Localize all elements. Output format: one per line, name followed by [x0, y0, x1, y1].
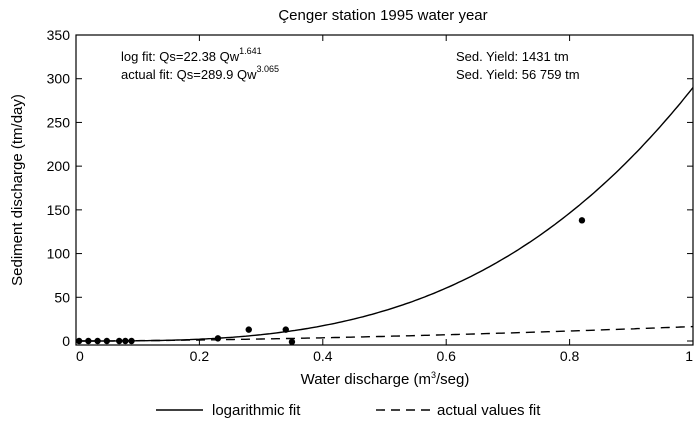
y-tick-label: 0: [62, 333, 70, 349]
data-point: [94, 337, 101, 345]
data-point: [214, 335, 222, 342]
series-layer: [76, 87, 694, 342]
legend: logarithmic fit actual values fit: [156, 402, 541, 419]
data-point: [578, 217, 586, 224]
legend-label-logarithmic: logarithmic fit: [212, 402, 301, 419]
data-point: [128, 337, 135, 345]
y-axis-label: Sediment discharge (tm/day): [9, 94, 26, 286]
x-axis-label: Water discharge (m3/seg): [301, 370, 470, 388]
x-tick-label: 0.8: [560, 348, 580, 364]
data-point: [288, 338, 296, 346]
sed-yield-2: Sed. Yield: 56 759 tm: [456, 67, 580, 82]
actual-values-fit-line: [76, 325, 694, 342]
x-tick-label: 0.2: [190, 348, 210, 364]
y-tick-label: 200: [47, 158, 71, 174]
y-tick-label: 300: [47, 71, 71, 87]
data-point: [85, 337, 92, 345]
data-point: [115, 337, 123, 345]
actual-fit-annotation: actual fit: Qs=289.9 Qw3.065: [121, 64, 279, 82]
x-tick-label: 0.6: [436, 348, 456, 364]
data-points: [75, 217, 586, 346]
data-point: [282, 326, 289, 333]
y-tick-label: 350: [47, 27, 71, 43]
data-point: [103, 337, 111, 345]
actual-fit-exponent: 3.065: [256, 64, 279, 74]
data-point: [122, 337, 129, 345]
y-tick-label: 150: [47, 202, 71, 218]
log-fit-annotation: log fit: Qs=22.38 Qw1.641: [121, 46, 262, 64]
x-tick-label: 1: [685, 348, 693, 364]
y-tick-label: 100: [47, 246, 71, 262]
x-axis: 0 0.2 0.4 0.6 0.8 1: [75, 35, 694, 364]
chart-title: Çenger station 1995 water year: [278, 7, 487, 24]
x-tick-label: 0: [76, 348, 84, 364]
x-tick-label: 0.4: [313, 348, 333, 364]
legend-label-actual: actual values fit: [437, 402, 541, 419]
y-tick-label: 250: [47, 114, 71, 130]
y-axis: 0 50 100 150 200 250 300 350: [47, 27, 693, 349]
x-axis-label-tail: /seg): [436, 371, 469, 388]
sed-yield-1: Sed. Yield: 1431 tm: [456, 49, 569, 64]
logarithmic-fit-line: [76, 87, 694, 342]
log-fit-exponent: 1.641: [239, 46, 262, 56]
x-axis-label-main: Water discharge (m: [301, 371, 431, 388]
fit-annotations: log fit: Qs=22.38 Qw1.641 actual fit: Qs…: [121, 46, 580, 82]
y-tick-label: 50: [54, 289, 70, 305]
log-fit-text: log fit: Qs=22.38 Qw: [121, 49, 240, 64]
data-point: [245, 326, 252, 333]
x-axis-label-sup: 3: [431, 370, 436, 380]
data-point: [75, 337, 83, 345]
actual-fit-text: actual fit: Qs=289.9 Qw: [121, 67, 257, 82]
plot-frame: [75, 34, 694, 346]
